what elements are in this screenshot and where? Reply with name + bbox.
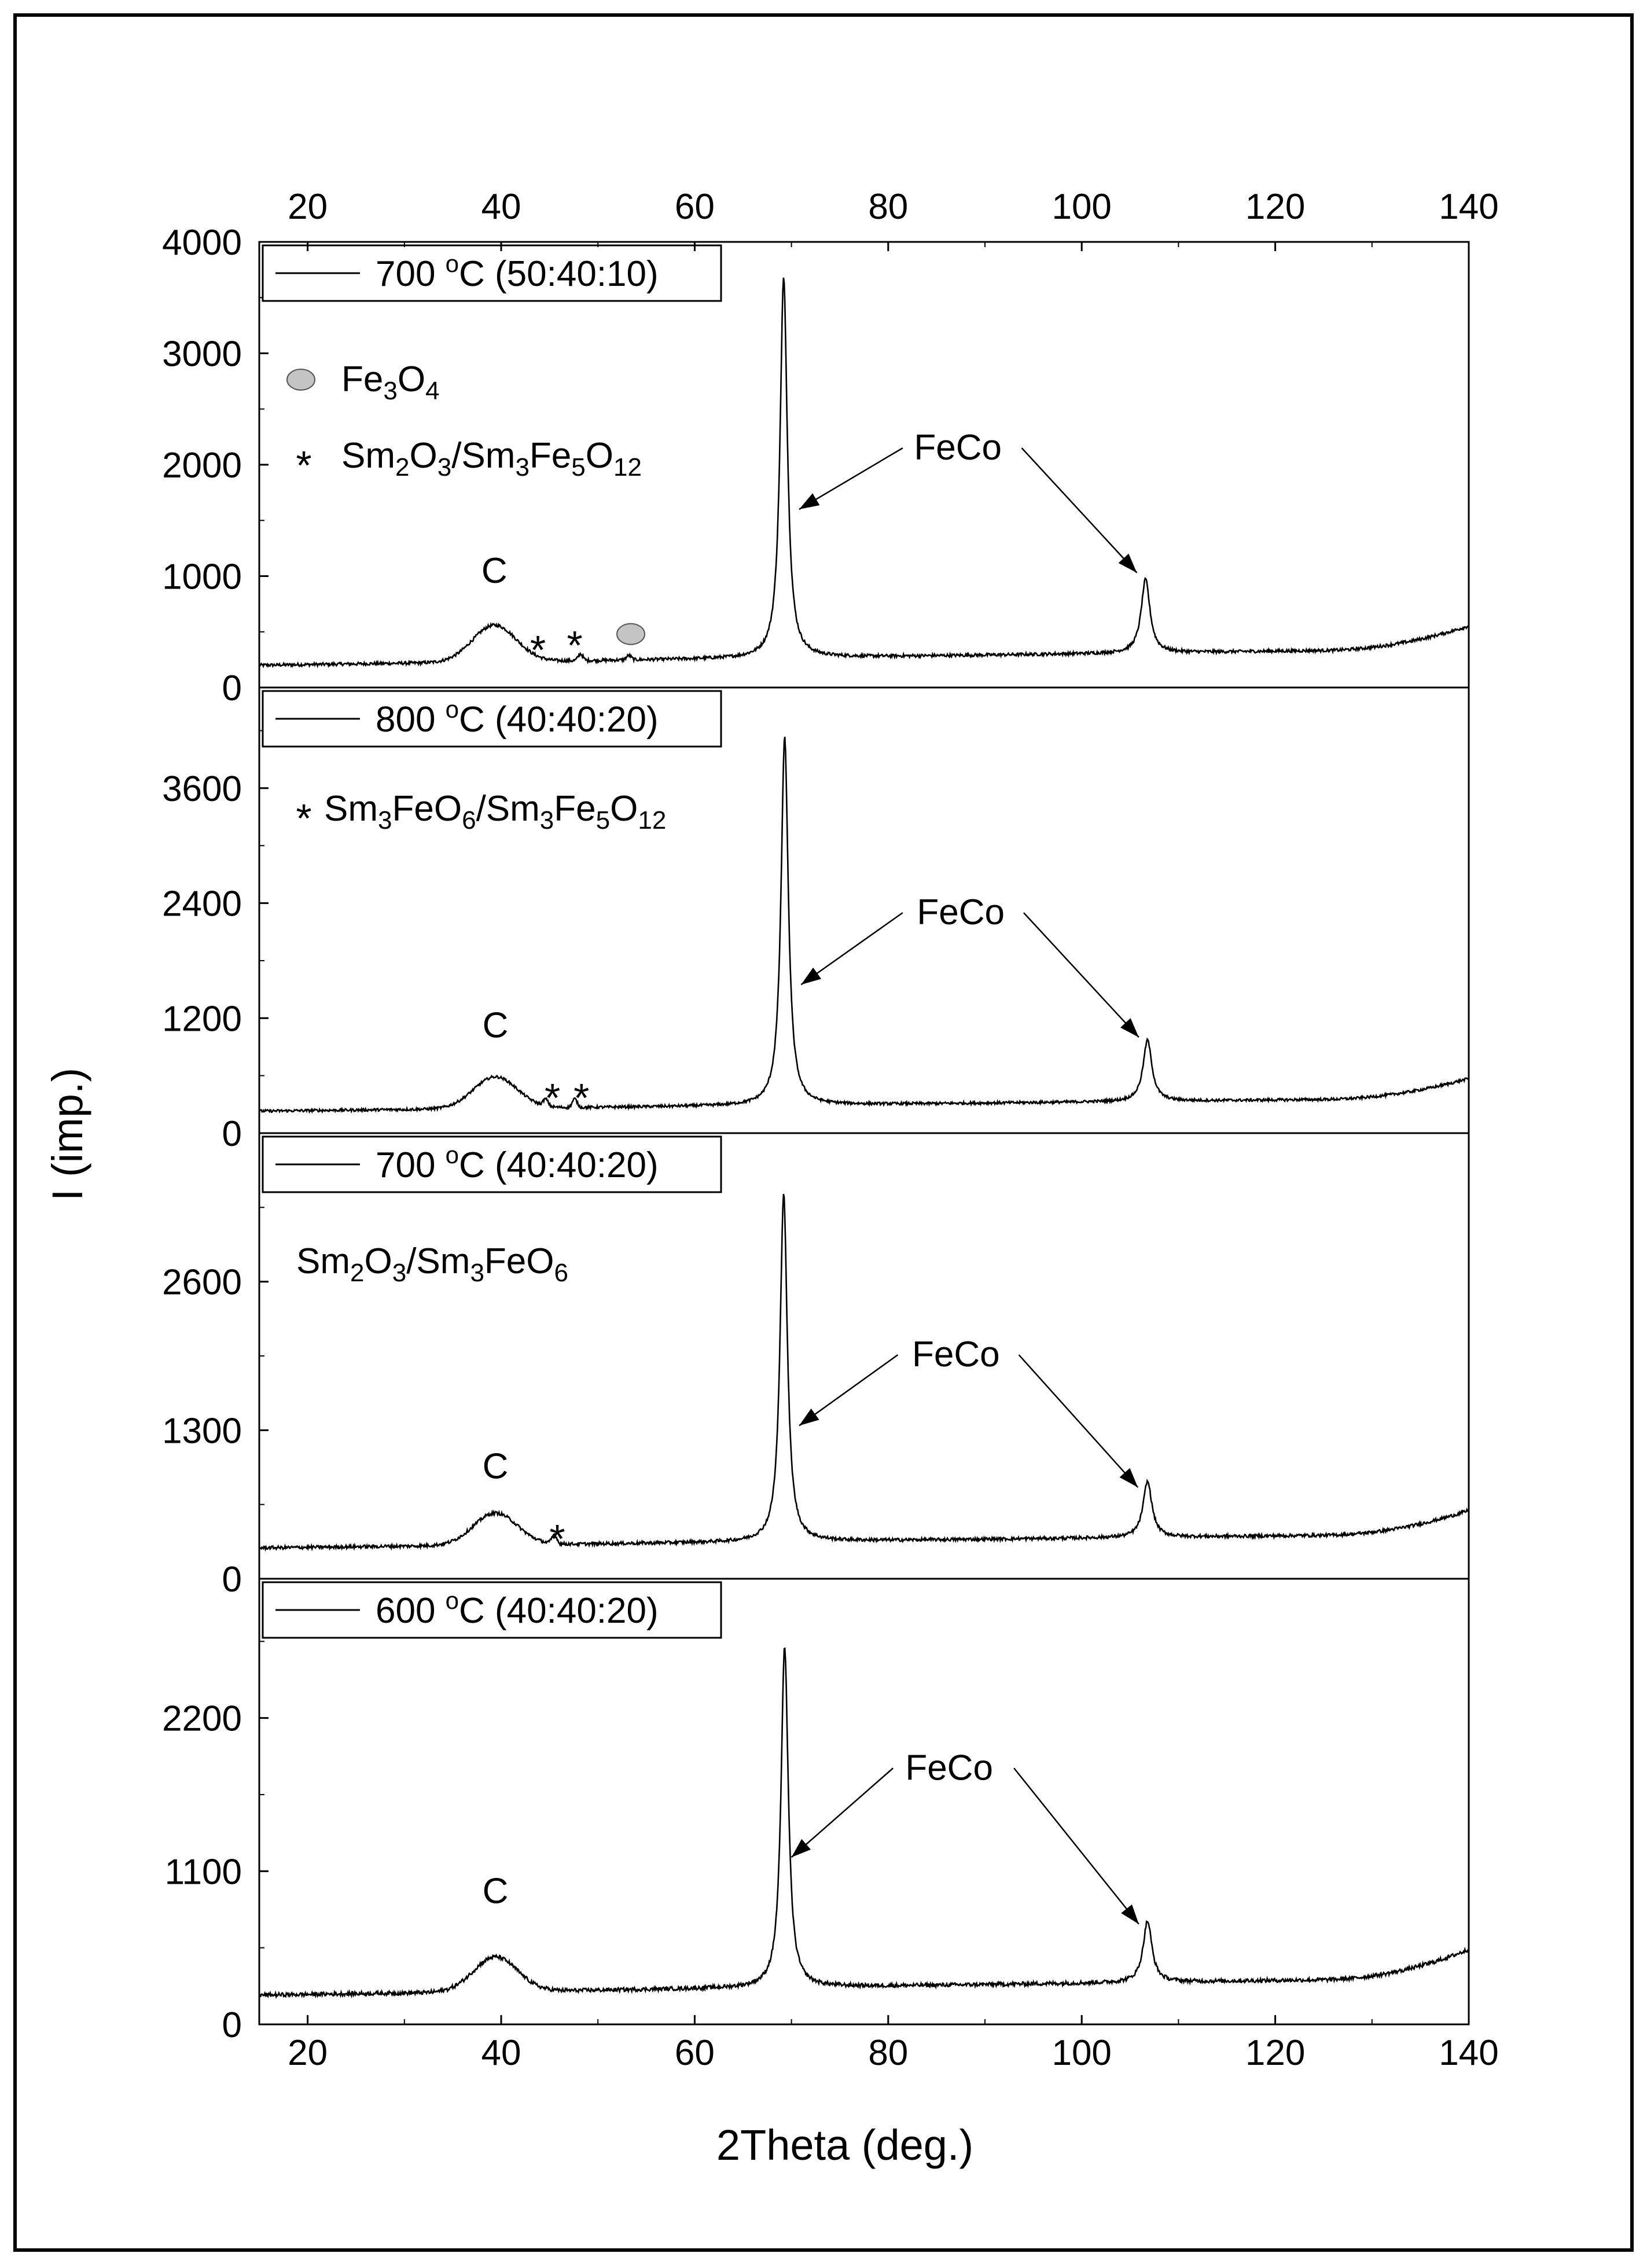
plot-frame [258, 241, 1470, 2026]
y-tick-label: 1200 [162, 999, 242, 1039]
y-tick-label: 1100 [165, 1852, 242, 1892]
phase-legend-star-marker: * [296, 443, 311, 488]
phase-legend-row: Fe3O4 [286, 359, 440, 405]
feco-arrow-head [1120, 1018, 1139, 1038]
y-tick-label: 2600 [162, 1263, 242, 1303]
feco-arrow-shaft [799, 447, 903, 510]
feco-arrow-shaft [799, 1354, 899, 1427]
feco-arrow-shaft [1021, 447, 1138, 574]
impurity-star-marker: * [573, 1075, 589, 1120]
feco-label: FeCo [905, 1748, 993, 1788]
feco-arrow-shaft [1018, 1354, 1139, 1488]
feco-arrow-shaft [1023, 912, 1139, 1038]
spectrum-line [258, 737, 1469, 1114]
legend-label: 600 oC (40:40:20) [376, 1587, 659, 1631]
top-x-tick-label: 60 [675, 187, 715, 227]
x-tick-label: 80 [868, 2033, 908, 2073]
top-x-tick-label: 20 [288, 187, 328, 227]
top-x-tick-label: 40 [481, 187, 521, 227]
y-tick-label: 2000 [162, 446, 242, 486]
y-tick-label: 0 [222, 668, 242, 708]
feco-arrow-head [799, 493, 820, 509]
fe3o4-peak-marker [616, 623, 646, 645]
x-tick-label: 40 [481, 2033, 521, 2073]
axes-layer: 20 40 60 80 100 120 140 20 40 60 80 100 120 140 [258, 187, 1499, 2073]
feco-label: FeCo [912, 1335, 1000, 1374]
spectrum-line [259, 1193, 1469, 1552]
top-x-tick-label: 120 [1245, 187, 1305, 227]
spectrum-line [258, 277, 1469, 668]
carbon-peak-label: C [483, 1005, 509, 1045]
y-tick-label: 2200 [162, 1699, 242, 1739]
feco-arrow-head [799, 1408, 819, 1426]
feco-arrow-head [1118, 553, 1137, 573]
legend-label: 700 oC (40:40:20) [376, 1141, 659, 1185]
impurity-star-marker: * [530, 627, 546, 672]
panel-1: 0 1000 2000 3000 4000 700 oC (50:40:10) Fe3O4 *… [162, 223, 1469, 708]
top-x-tick-label: 100 [1052, 187, 1111, 227]
y-tick-label: 3000 [162, 334, 242, 374]
x-tick-label: 60 [675, 2033, 715, 2073]
phase-legend-label: Sm3FeO6/Sm3Fe5O12 [324, 789, 666, 835]
panel-2: 0 1200 2400 3600 800 oC (40:40:20) * Sm3FeO6/S… [162, 686, 1469, 1154]
phase-legend-label: Sm2O3/Sm3Fe5O12 [341, 436, 642, 481]
phase-legend-row: Sm2O3/Sm3FeO6 [296, 1241, 568, 1287]
x-axis-title: 2Theta (deg.) [716, 2121, 973, 2169]
impurity-star-marker: * [545, 1075, 560, 1120]
feco-arrow-head [1119, 1468, 1138, 1488]
series-legend: 700 oC (50:40:10) [262, 244, 722, 302]
carbon-peak-label: C [481, 551, 508, 591]
y-tick-label: 0 [222, 2005, 242, 2045]
y-tick-label: 0 [222, 1114, 242, 1154]
panel-3: 0 1300 2600 700 oC (40:40:20) Sm2O3/Sm3FeO6 C… [162, 1132, 1469, 1600]
feco-arrow-head [801, 967, 822, 985]
series-legend: 800 oC (40:40:20) [262, 690, 722, 748]
series-legend: 700 oC (40:40:20) [262, 1135, 722, 1193]
feco-label: FeCo [917, 892, 1005, 932]
carbon-peak-label: C [483, 1872, 509, 1912]
feco-arrow-head [791, 1839, 811, 1858]
top-x-tick-label: 140 [1439, 187, 1498, 227]
panels-layer: 0 1000 2000 3000 4000 700 oC (50:40:10) Fe3O4 *… [162, 223, 1469, 2045]
carbon-peak-label: C [483, 1446, 509, 1486]
phase-legend-label: Sm2O3/Sm3FeO6 [296, 1241, 568, 1287]
y-tick-label: 2400 [162, 884, 242, 924]
phase-legend-row: * Sm3FeO6/Sm3Fe5O12 [296, 789, 666, 841]
x-tick-label: 100 [1052, 2033, 1111, 2073]
phase-legend-label: Fe3O4 [341, 359, 440, 405]
y-tick-label: 3600 [162, 769, 242, 809]
feco-arrow-shaft [800, 912, 903, 986]
y-tick-label: 1000 [162, 557, 242, 597]
feco-label: FeCo [914, 428, 1002, 468]
feco-arrow-head [1121, 1904, 1139, 1924]
legend-label: 800 oC (40:40:20) [376, 696, 659, 740]
feco-arrow-shaft [1013, 1767, 1139, 1925]
legend-label: 700 oC (50:40:10) [376, 250, 659, 294]
feco-arrow-shaft [791, 1767, 894, 1858]
outer-frame [13, 13, 1634, 2252]
top-x-tick-label: 80 [868, 187, 908, 227]
phase-legend-star-marker: * [296, 796, 311, 841]
x-tick-label: 140 [1439, 2033, 1498, 2073]
impurity-star-marker: * [567, 623, 582, 668]
phase-legend-row: * Sm2O3/Sm3Fe5O12 [296, 436, 642, 488]
phase-legend-ellipse-marker [286, 369, 315, 391]
impurity-star-marker: * [549, 1516, 565, 1561]
y-tick-label: 4000 [162, 223, 242, 263]
y-tick-label: 0 [222, 1560, 242, 1600]
series-legend: 600 oC (40:40:20) [262, 1581, 722, 1639]
y-tick-label: 1300 [162, 1411, 242, 1451]
panel-4: 0 1100 2200 600 oC (40:40:20) C FeCo [162, 1578, 1469, 2045]
y-axis-title: I (imp.) [43, 1068, 91, 1201]
x-tick-label: 120 [1245, 2033, 1305, 2073]
x-tick-label: 20 [288, 2033, 328, 2073]
spectrum-line [258, 1647, 1469, 1999]
